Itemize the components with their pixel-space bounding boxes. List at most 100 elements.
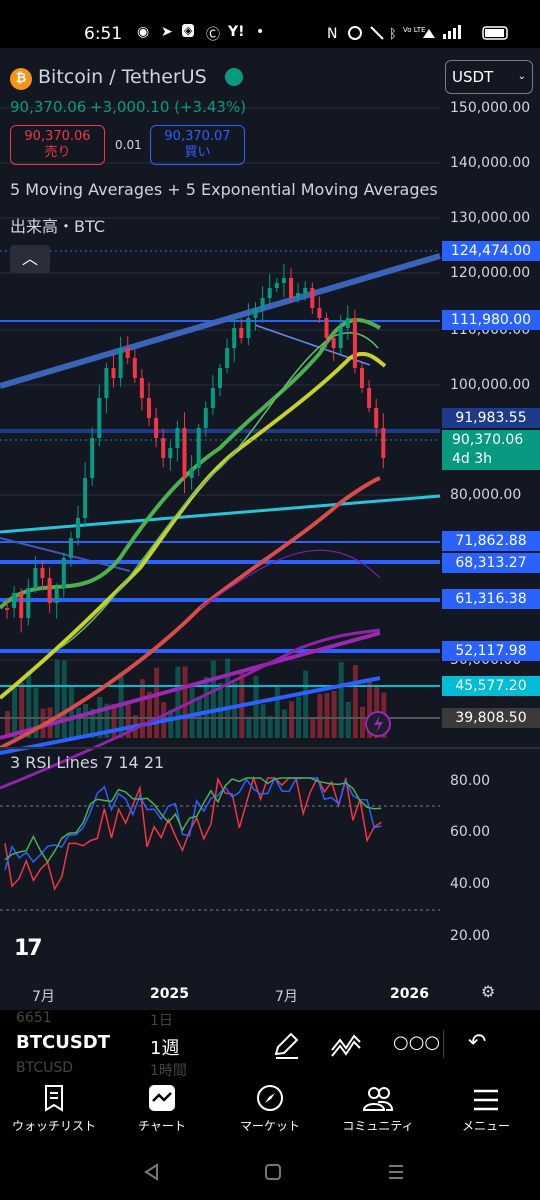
candle-body: [260, 298, 265, 308]
bluetooth-icon: ᛒ: [389, 27, 397, 42]
nav-menu[interactable]: メニュー: [432, 1078, 540, 1134]
candle-body: [196, 428, 201, 468]
volume-bar: [210, 660, 216, 738]
chart-area[interactable]: ₿ Bitcoin / TetherUS USDT ⌄ 90,370.06 +3…: [0, 48, 540, 1010]
price-tag[interactable]: 52,117.98: [442, 641, 540, 661]
indicator-legend[interactable]: 5 Moving Averages + 5 Exponential Moving…: [10, 180, 438, 199]
volume-legend[interactable]: 出来高・BTC: [10, 217, 105, 236]
current-price-tag[interactable]: 90,370.06 4d 3h: [442, 430, 540, 470]
volume-bar: [338, 662, 344, 738]
nav-market[interactable]: マーケット: [216, 1078, 324, 1134]
time-axis-label: 7月: [275, 989, 298, 1005]
candle-body: [232, 328, 237, 348]
volume-bar: [5, 711, 10, 738]
battery-icon: [482, 26, 508, 40]
candle-body: [225, 348, 230, 368]
candle-body: [274, 283, 279, 288]
volume-bar: [324, 693, 330, 738]
pen-draw-icon[interactable]: [272, 1030, 302, 1060]
nav-label: コミュニティ: [342, 1119, 414, 1133]
spread: 0.01: [115, 138, 142, 152]
chart-settings-gear-icon[interactable]: ⚙: [481, 982, 496, 1001]
volume-bar: [19, 682, 25, 738]
price-tag[interactable]: 68,313.27: [442, 553, 540, 573]
chevron-down-icon: ⌄: [517, 71, 526, 82]
candle-body: [5, 608, 9, 610]
volume-bar: [303, 670, 309, 738]
back-icon[interactable]: [142, 1162, 162, 1182]
price-tag[interactable]: 71,862.88: [442, 531, 540, 551]
volume-bar: [139, 679, 145, 738]
last-price: 90,370.06: [10, 98, 87, 116]
price-tag[interactable]: 45,577.20: [442, 676, 540, 696]
candle-body: [289, 278, 293, 298]
candle-body: [83, 478, 88, 518]
c-icon: Ⓒ: [206, 27, 220, 43]
candle-body: [210, 388, 215, 408]
buy-button[interactable]: 90,370.07 買い: [150, 125, 245, 165]
volume-bar: [189, 684, 195, 738]
wifi-icon: [423, 29, 435, 38]
volume-bar: [310, 717, 316, 738]
volume-bar: [12, 687, 18, 738]
candle-body: [182, 428, 187, 478]
price-tag[interactable]: 111,980.00: [442, 310, 540, 330]
rsi-legend[interactable]: 3 RSI Lines 7 14 21: [10, 753, 165, 772]
status-bar: 6:51 ◉ ➤ ◈ Ⓒ Y! • N ᛒ Vo LTE: [0, 0, 540, 48]
time-axis-label: 2026: [390, 986, 429, 1002]
rsi-axis-label: 60.00: [450, 824, 491, 840]
candle-body: [111, 368, 116, 378]
ma-green: [0, 318, 382, 610]
nav-community[interactable]: コミュニティ: [324, 1078, 432, 1134]
candle-body: [104, 368, 109, 398]
more-options-icon[interactable]: ○○○: [393, 1032, 441, 1053]
price-tag[interactable]: 39,808.50: [442, 708, 540, 728]
indicators-icon[interactable]: [330, 1030, 362, 1060]
candle-body: [97, 398, 102, 438]
buy-label: 買い: [184, 145, 211, 160]
candle-body: [125, 348, 130, 358]
candle-body: [352, 318, 357, 368]
volume-bar: [111, 703, 117, 738]
home-icon[interactable]: [263, 1162, 283, 1182]
candle-body: [303, 288, 308, 293]
rsi-axis-label: 40.00: [450, 876, 491, 892]
candle-body: [218, 368, 222, 388]
candle-body: [381, 428, 386, 458]
buy-price: 90,370.07: [164, 129, 231, 144]
rsi-line: [4, 777, 382, 864]
price-tag[interactable]: 124,474.00: [442, 241, 540, 261]
nav-label: チャート: [138, 1119, 186, 1133]
yahoo-icon: Y!: [228, 24, 245, 40]
candle-body: [147, 398, 151, 418]
candle-body: [33, 568, 38, 588]
symbol-title[interactable]: Bitcoin / TetherUS: [38, 66, 207, 88]
rsi-axis-label: 20.00: [450, 928, 491, 944]
sell-button[interactable]: 90,370.06 売り: [10, 125, 105, 165]
price-tag[interactable]: 91,983.55: [442, 408, 540, 428]
nav-watchlist[interactable]: ウォッチリスト: [0, 1078, 108, 1134]
price-chart-canvas[interactable]: [0, 48, 540, 1010]
interval-below: 1時間: [150, 1063, 187, 1079]
volte-icon: Vo LTE: [403, 26, 425, 34]
nav-chart[interactable]: チャート: [108, 1078, 216, 1134]
recents-icon[interactable]: [386, 1162, 406, 1182]
price-tag[interactable]: 61,316.38: [442, 589, 540, 609]
currency-select[interactable]: USDT ⌄: [445, 60, 533, 94]
ma-purple: [0, 628, 381, 790]
candle-body: [154, 418, 159, 438]
candle-body: [253, 308, 258, 318]
candle-body: [61, 558, 66, 588]
bottom-navigation: ウォッチリスト チャート マーケット コミュニティ メニュー: [0, 1078, 540, 1150]
undo-icon[interactable]: ↶: [468, 1030, 487, 1055]
candle-body: [345, 318, 350, 328]
compass-icon: [257, 1085, 283, 1111]
ticker-select[interactable]: BTCUSDT: [16, 1032, 111, 1053]
volume-bar: [26, 671, 32, 738]
cyan-trendline: [0, 494, 441, 534]
interval-select[interactable]: 1週: [150, 1038, 180, 1059]
collapse-legend-button[interactable]: ︿: [10, 245, 50, 273]
ticker-below: BTCUSD: [16, 1060, 74, 1076]
candlesticks: [5, 264, 386, 633]
volume-bar: [90, 708, 96, 738]
